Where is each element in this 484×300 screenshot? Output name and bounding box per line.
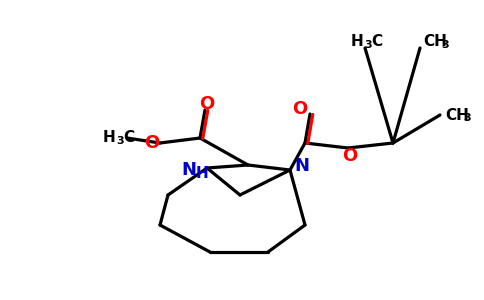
Text: 3: 3 — [116, 136, 123, 146]
Text: CH: CH — [423, 34, 447, 50]
Text: O: O — [199, 95, 214, 113]
Text: N: N — [182, 161, 197, 179]
Text: N: N — [294, 157, 309, 175]
Text: 3: 3 — [441, 40, 449, 50]
Text: H: H — [196, 167, 209, 182]
Text: H: H — [102, 130, 115, 146]
Text: C: C — [123, 130, 134, 146]
Text: H: H — [350, 34, 363, 50]
Text: CH: CH — [445, 107, 469, 122]
Text: O: O — [144, 134, 160, 152]
Text: 3: 3 — [364, 40, 372, 50]
Text: O: O — [342, 147, 358, 165]
Text: 3: 3 — [463, 113, 470, 123]
Text: O: O — [292, 100, 308, 118]
Text: C: C — [371, 34, 382, 50]
